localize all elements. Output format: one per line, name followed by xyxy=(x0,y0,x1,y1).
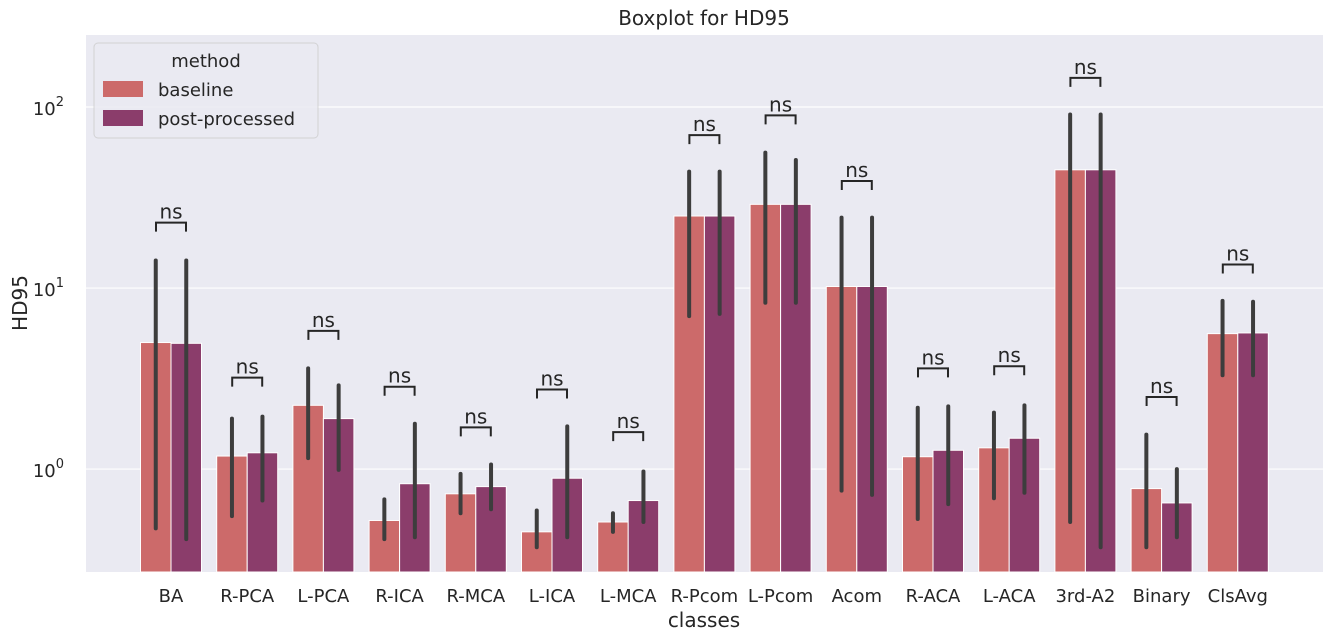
x-tick-label: Acom xyxy=(832,586,882,607)
significance-label: ns xyxy=(388,364,411,388)
x-tick-label: ClsAvg xyxy=(1208,586,1268,607)
significance-label: ns xyxy=(1150,374,1173,398)
y-tick-labels: 100 101 102 xyxy=(33,95,64,482)
significance-label: ns xyxy=(159,200,182,224)
significance-label: ns xyxy=(769,92,792,116)
x-tick-label: Binary xyxy=(1133,586,1191,607)
x-tick-label: L-PCA xyxy=(297,586,350,607)
legend-box xyxy=(93,42,319,139)
significance-label: ns xyxy=(693,112,716,136)
y-axis-label: HD95 xyxy=(8,275,32,331)
legend-swatch-post-processed xyxy=(103,110,143,126)
significance-label: ns xyxy=(464,404,487,428)
significance-bracket xyxy=(536,388,568,399)
significance-label: ns xyxy=(998,343,1021,367)
significance-bracket xyxy=(840,180,873,191)
significance-label: ns xyxy=(921,345,944,369)
significance-bracket xyxy=(459,426,492,437)
x-tick-label: R-ACA xyxy=(906,586,961,607)
legend-title: method xyxy=(171,51,241,72)
significance-bracket xyxy=(612,431,645,442)
significance-bracket xyxy=(917,367,949,378)
x-tick-label: L-Pcom xyxy=(748,586,814,607)
bars xyxy=(140,169,1269,573)
x-tick-label: R-ICA xyxy=(375,586,424,607)
significance-bracket xyxy=(764,114,797,125)
x-tick-label: L-ICA xyxy=(529,586,576,607)
significance-bracket xyxy=(1069,76,1102,87)
legend-swatch-baseline xyxy=(103,81,143,97)
significance-label: ns xyxy=(1074,55,1097,79)
annotations: ns ns ns ns ns ns ns ns ns ns ns ns ns ns ns xyxy=(155,55,1254,442)
significance-label: ns xyxy=(236,355,259,379)
y-tick-label: 102 xyxy=(33,95,64,120)
x-tick-label: L-ACA xyxy=(983,586,1036,607)
significance-bracket xyxy=(1221,263,1254,274)
legend: method baseline post-processed xyxy=(93,42,319,139)
x-tick-label: R-PCA xyxy=(220,586,275,607)
significance-label: ns xyxy=(845,158,868,182)
significance-label: ns xyxy=(617,409,640,433)
x-tick-label: L-MCA xyxy=(600,586,657,607)
significance-label: ns xyxy=(540,367,563,391)
legend-label-post-processed: post-processed xyxy=(158,109,295,130)
significance-bracket xyxy=(155,221,187,232)
x-tick-label: 3rd-A2 xyxy=(1055,586,1115,607)
y-tick-label: 101 xyxy=(33,276,64,301)
y-tick-label: 100 xyxy=(33,457,64,482)
legend-label-baseline: baseline xyxy=(158,80,233,101)
significance-bracket xyxy=(1145,396,1178,407)
significance-bracket xyxy=(231,376,264,387)
significance-label: ns xyxy=(312,308,335,332)
x-tick-labels: BA R-PCA L-PCA R-ICA R-MCA L-ICA L-MCA R-Pcom L-… xyxy=(159,586,1268,607)
error-bars xyxy=(153,112,1256,550)
significance-bracket xyxy=(307,329,340,340)
significance-bracket xyxy=(993,365,1026,376)
chart-title: Boxplot for HD95 xyxy=(618,6,790,30)
x-tick-label: R-Pcom xyxy=(671,586,739,607)
x-tick-label: R-MCA xyxy=(446,586,505,607)
x-axis-label: classes xyxy=(668,608,740,632)
x-tick-label: BA xyxy=(159,586,184,607)
significance-label: ns xyxy=(1226,241,1249,265)
significance-bracket xyxy=(688,134,721,145)
significance-bracket xyxy=(383,385,416,396)
